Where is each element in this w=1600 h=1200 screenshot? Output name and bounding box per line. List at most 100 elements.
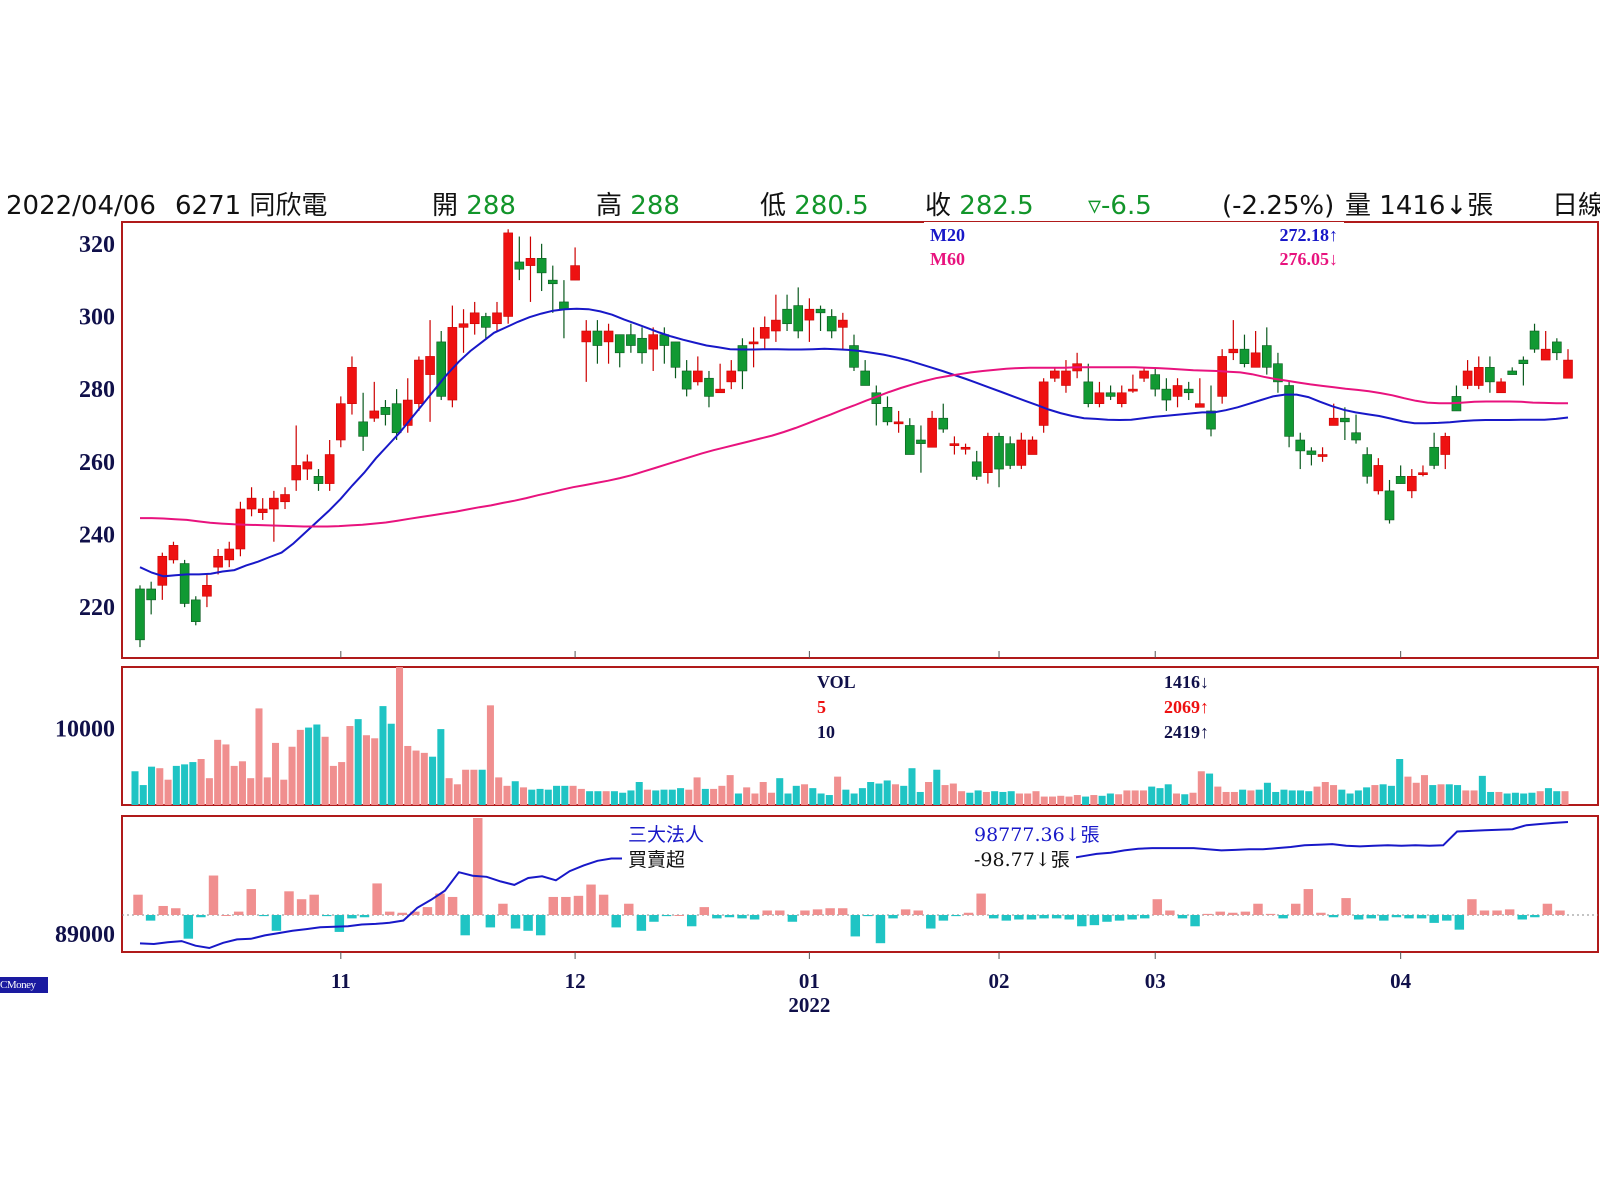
volume-bar <box>1520 793 1528 805</box>
volume-bar <box>305 727 313 805</box>
candle-body <box>715 388 725 394</box>
volume-bar <box>875 783 883 805</box>
inst-net-bar <box>1165 910 1175 915</box>
candle-body <box>313 476 324 484</box>
candle-body <box>447 327 458 401</box>
volume-bar <box>1181 794 1189 805</box>
candle-body <box>436 341 447 397</box>
inst-net-bar <box>938 915 949 921</box>
candle-body <box>202 585 212 597</box>
candle-body <box>1295 439 1306 452</box>
inst-net-bar <box>145 915 156 921</box>
volume-bar <box>1189 792 1197 805</box>
candle-body <box>157 555 168 586</box>
candle-body <box>146 588 156 601</box>
vol-ma10-value: 2419↑ <box>1164 722 1209 742</box>
candle-body <box>1473 367 1484 386</box>
volume-bar <box>445 778 453 805</box>
candle-body <box>893 421 904 425</box>
inst-net-bar <box>208 875 219 915</box>
volume-bar <box>999 791 1007 805</box>
candle-body <box>336 403 346 441</box>
candle-body <box>1150 374 1161 390</box>
volume-bar <box>1561 791 1569 805</box>
inst-net-bar <box>1530 915 1540 918</box>
volume-bar <box>834 776 842 805</box>
inst-title-value: 98777.36↓張 <box>974 824 1100 846</box>
inst-net-bar <box>284 891 294 915</box>
volume-bar <box>627 790 635 805</box>
volume-bar <box>528 789 536 805</box>
volume-bar <box>594 791 602 805</box>
volume-bar <box>222 744 230 805</box>
candle-body <box>1485 367 1495 383</box>
inst-net-bar <box>686 915 697 927</box>
candle-body <box>1540 348 1551 361</box>
volume-bar <box>1354 790 1362 805</box>
volume-bar <box>1396 759 1404 805</box>
candle-body <box>1250 352 1261 368</box>
volume-bar <box>486 705 494 805</box>
price-frame <box>121 221 1599 659</box>
x-tick-label: 11 <box>331 969 351 993</box>
inst-net-bar <box>1291 903 1301 915</box>
candle-body <box>904 425 915 455</box>
candle-body <box>916 439 926 444</box>
volume-bar <box>1024 793 1032 805</box>
volume-bar <box>784 793 792 805</box>
volume-bar <box>767 792 775 805</box>
header-change-pct: (-2.25%) <box>1222 191 1335 221</box>
volume-bar <box>470 769 478 805</box>
candle-body <box>960 446 971 450</box>
candle-body <box>1183 388 1194 394</box>
volume-bar <box>1288 790 1296 805</box>
candle-body <box>1217 356 1227 397</box>
volume-bar <box>1040 796 1048 805</box>
candle-body <box>1407 476 1417 492</box>
inst-net-bar <box>1404 915 1414 919</box>
volume-value: 1416↓張 <box>1379 191 1494 221</box>
volume-bar <box>817 793 825 805</box>
inst-net-bar <box>1140 915 1150 919</box>
volume-bar <box>809 788 817 805</box>
volume-bar <box>718 785 726 805</box>
candle-body <box>1552 341 1562 354</box>
volume-bar <box>1263 782 1271 805</box>
volume-bar <box>1445 784 1453 805</box>
candle-body <box>826 316 837 332</box>
volume-bar <box>420 752 428 805</box>
inst-net-bar <box>372 883 382 915</box>
inst-net-bar <box>762 910 772 915</box>
m20-value: 272.18↑ <box>1279 225 1339 245</box>
volume-bar <box>1214 786 1222 805</box>
volume-bar <box>503 785 511 805</box>
inst-net-bar <box>485 915 496 928</box>
volume-bar <box>412 750 420 805</box>
inst-net-bar <box>233 911 244 915</box>
inst-net-bar <box>359 915 370 918</box>
vol-ma10-row: 10 2419↑ <box>817 720 1209 744</box>
price-tick-label: 240 <box>79 522 115 548</box>
candle-body <box>603 330 614 343</box>
volume-bar <box>1172 793 1181 805</box>
volume-label: 量 <box>1345 191 1372 221</box>
volume-bar <box>1065 796 1073 805</box>
candle-body <box>704 377 714 397</box>
volume-bar <box>1478 775 1486 805</box>
volume-bar <box>701 788 709 805</box>
volume-bar <box>189 762 197 805</box>
inst-net-bar <box>888 915 898 919</box>
volume-bar <box>1148 786 1156 805</box>
candle-body <box>458 323 469 328</box>
volume-bar <box>652 790 660 805</box>
volume-tick-label: 10000 <box>55 716 115 742</box>
volume-bar <box>1098 795 1106 805</box>
candle-body <box>235 508 246 550</box>
inst-net-bar <box>460 915 470 936</box>
volume-bar <box>751 793 759 805</box>
volume-bar <box>619 792 627 805</box>
volume-bar <box>602 791 610 805</box>
m60-value: 276.05↓ <box>1279 249 1339 269</box>
candle-body <box>525 258 536 266</box>
candle-body <box>425 356 435 375</box>
